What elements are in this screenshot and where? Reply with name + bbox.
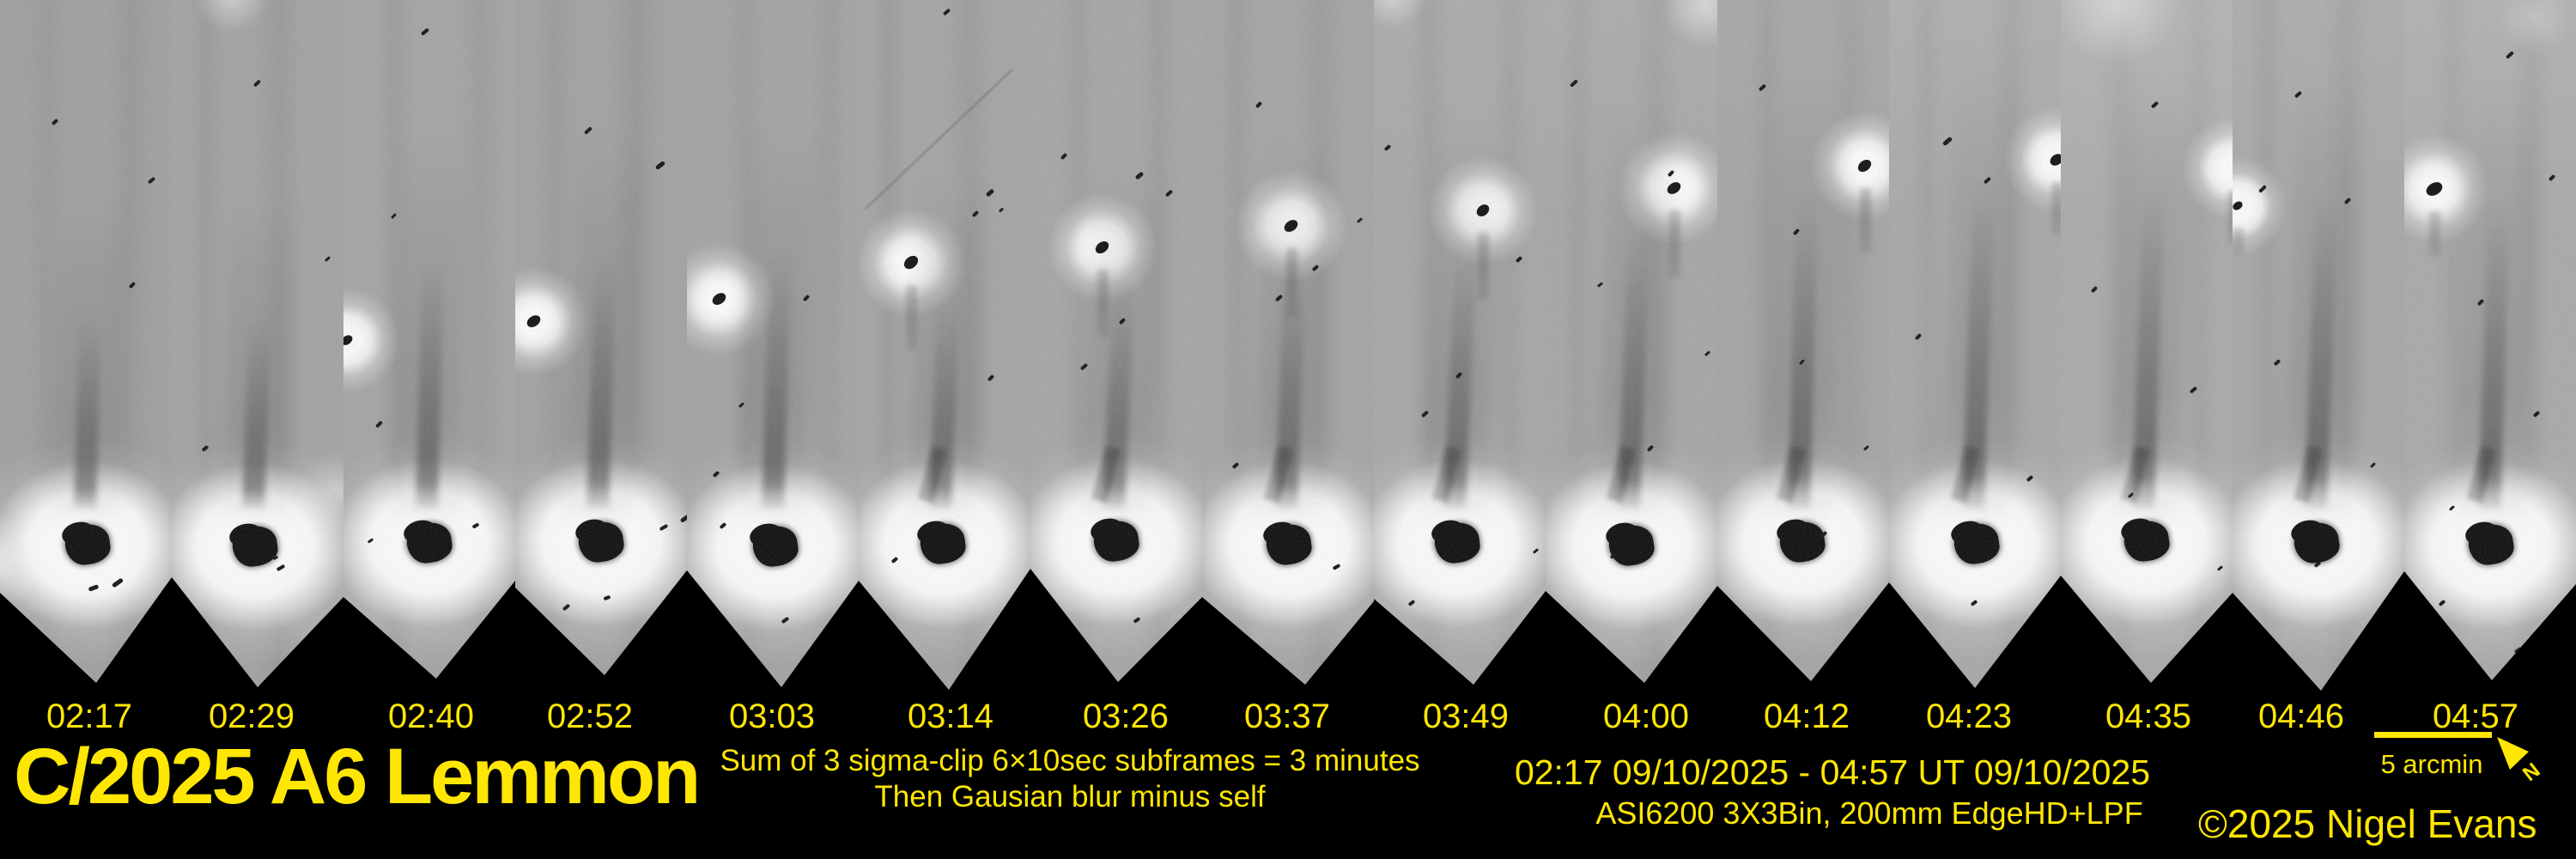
comet-tail-upper-streak xyxy=(2228,191,2233,244)
comet-frame xyxy=(1030,0,1202,682)
frame-time-label: 04:46 xyxy=(2257,698,2345,735)
star-trail-dash xyxy=(2163,672,2172,680)
processing-note-line1: Sum of 3 sigma-clip 6×10sec subframes = … xyxy=(720,744,1420,777)
scale-bar-label: 5 arcmin xyxy=(2380,749,2483,779)
comet-frame xyxy=(172,0,343,687)
comet-frame xyxy=(515,0,687,675)
comet-frame xyxy=(1202,0,1374,685)
comet-title: C/2025 A6 Lemmon xyxy=(14,733,701,820)
frame-time-label: 02:29 xyxy=(208,698,295,735)
frame-time-label: 03:03 xyxy=(728,698,816,735)
comet-frame xyxy=(1889,0,2061,688)
frame-time-label: 04:12 xyxy=(1763,698,1850,735)
frame-time-label: 03:37 xyxy=(1243,698,1331,735)
frame-time-label: 04:00 xyxy=(1602,698,1690,735)
frame-time-label: 04:57 xyxy=(2432,698,2519,735)
comet-tail-upper-streak xyxy=(1286,248,1297,316)
comet-frame xyxy=(2233,0,2404,691)
frame-time-label: 03:26 xyxy=(1082,698,1170,735)
frame-time-label: 04:35 xyxy=(2105,698,2192,735)
comet-frame xyxy=(343,0,515,679)
comet-tail-upper-streak xyxy=(2051,182,2061,235)
comet-tail-upper-streak xyxy=(906,285,917,350)
comet-tail-upper-streak xyxy=(1097,270,1109,337)
north-label: N xyxy=(2518,758,2544,786)
north-arrow-icon: N xyxy=(2497,737,2544,786)
frame-time-label: 02:40 xyxy=(387,698,475,735)
comet-tail-upper-streak xyxy=(1478,233,1489,300)
comet-tail-upper-streak xyxy=(2429,211,2440,257)
copyright-notice: ©2025 Nigel Evans xyxy=(2198,801,2537,846)
comet-frame xyxy=(2404,0,2576,680)
observation-time-range: 02:17 09/10/2025 - 04:57 UT 09/10/2025 xyxy=(1514,752,2151,792)
comet-frame xyxy=(2061,0,2233,683)
comet-frame xyxy=(1374,0,1546,685)
frame-time-label: 03:14 xyxy=(907,698,994,735)
comet-tail-upper-streak xyxy=(1669,210,1680,278)
comet-tail-upper-streak xyxy=(1860,188,1871,253)
equipment-info: ASI6200 3X3Bin, 200mm EdgeHD+LPF xyxy=(1595,795,2143,831)
comet-frame xyxy=(1546,0,1717,683)
frame-time-label: 04:23 xyxy=(1925,698,2013,735)
scale-bar xyxy=(2374,732,2492,738)
frame-time-label: 02:17 xyxy=(46,698,133,735)
comet-frame xyxy=(859,0,1030,690)
processing-note-line2: Then Gausian blur minus self xyxy=(874,780,1266,813)
comet-frame xyxy=(687,0,859,687)
comet-frame xyxy=(1717,0,1889,681)
comet-tail-upper-streak xyxy=(2233,228,2244,254)
comet-frame xyxy=(0,0,172,683)
star-trail-dash xyxy=(1744,650,1753,659)
frame-time-label: 02:52 xyxy=(546,698,634,735)
frame-time-label: 03:49 xyxy=(1422,698,1510,735)
